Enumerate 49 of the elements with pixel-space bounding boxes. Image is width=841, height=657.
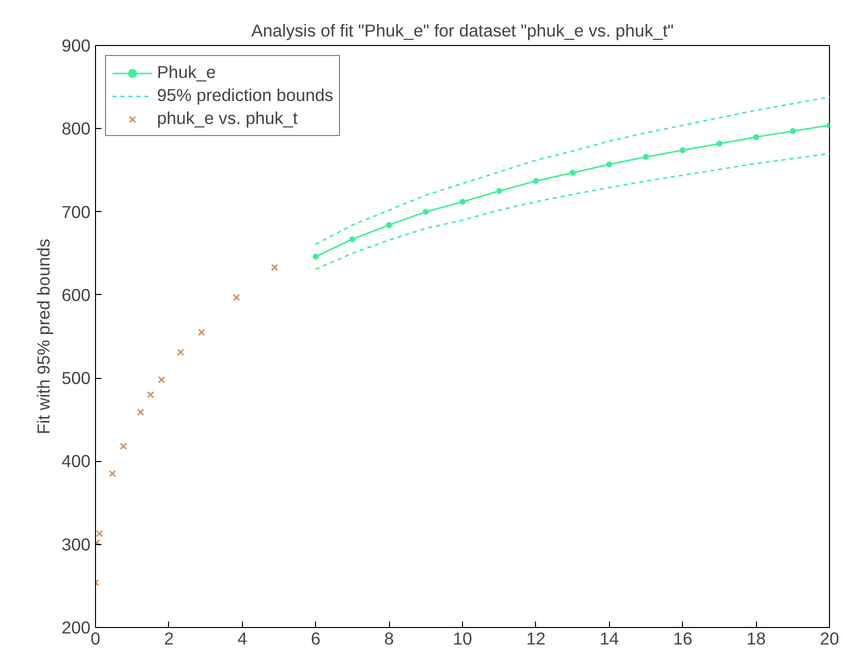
point xyxy=(232,294,240,301)
point xyxy=(606,161,612,168)
y-tick-label: 600 xyxy=(62,284,91,305)
x-tick-label: 12 xyxy=(526,628,546,648)
y-tick-label: 300 xyxy=(62,534,91,554)
x-tick-label: 0 xyxy=(90,628,100,648)
point xyxy=(643,154,649,160)
point xyxy=(680,147,686,154)
point xyxy=(312,254,319,260)
point xyxy=(460,198,466,205)
legend-label: 95% prediction bounds xyxy=(157,85,334,106)
point xyxy=(108,470,116,478)
point xyxy=(158,376,166,384)
x-tick-label: 10 xyxy=(452,628,472,648)
y-axis-title: Fit with 95% pred bounds xyxy=(34,238,54,434)
point xyxy=(271,264,278,272)
point xyxy=(198,328,206,336)
x-tick-label: 20 xyxy=(820,628,840,648)
point xyxy=(120,442,127,450)
point xyxy=(96,530,104,538)
x-tick-label: 6 xyxy=(310,628,321,648)
y-tick-label: 200 xyxy=(62,618,91,638)
point xyxy=(386,222,392,228)
x-tick-label: 16 xyxy=(673,628,692,648)
x-tick-label: 18 xyxy=(746,628,766,648)
legend-label: phuk_e vs. phuk_t xyxy=(157,108,298,129)
point xyxy=(532,178,539,184)
point xyxy=(716,140,722,147)
legend-label: Phuk_e xyxy=(157,62,216,83)
point xyxy=(349,236,356,242)
point xyxy=(422,208,429,215)
y-tick-label: 400 xyxy=(62,451,91,472)
chart-title: Analysis of fit "Phuk_e" for dataset "phuk_e vs. phuk_t" xyxy=(251,20,674,40)
x-tick-label: 4 xyxy=(237,628,248,648)
y-tick-label: 700 xyxy=(62,202,91,222)
point xyxy=(146,391,154,398)
point xyxy=(177,348,184,356)
point xyxy=(753,134,760,140)
point xyxy=(790,128,796,134)
line-series xyxy=(314,152,830,270)
y-tick-label: 800 xyxy=(62,118,91,139)
point xyxy=(137,408,144,416)
x-tick-label: 8 xyxy=(384,628,394,648)
point xyxy=(570,170,576,176)
point xyxy=(496,188,502,194)
x-tick-label: 14 xyxy=(600,628,620,648)
x-tick-label: 2 xyxy=(164,628,174,648)
y-tick-label: 500 xyxy=(62,368,91,388)
y-tick-label: 900 xyxy=(62,36,91,56)
